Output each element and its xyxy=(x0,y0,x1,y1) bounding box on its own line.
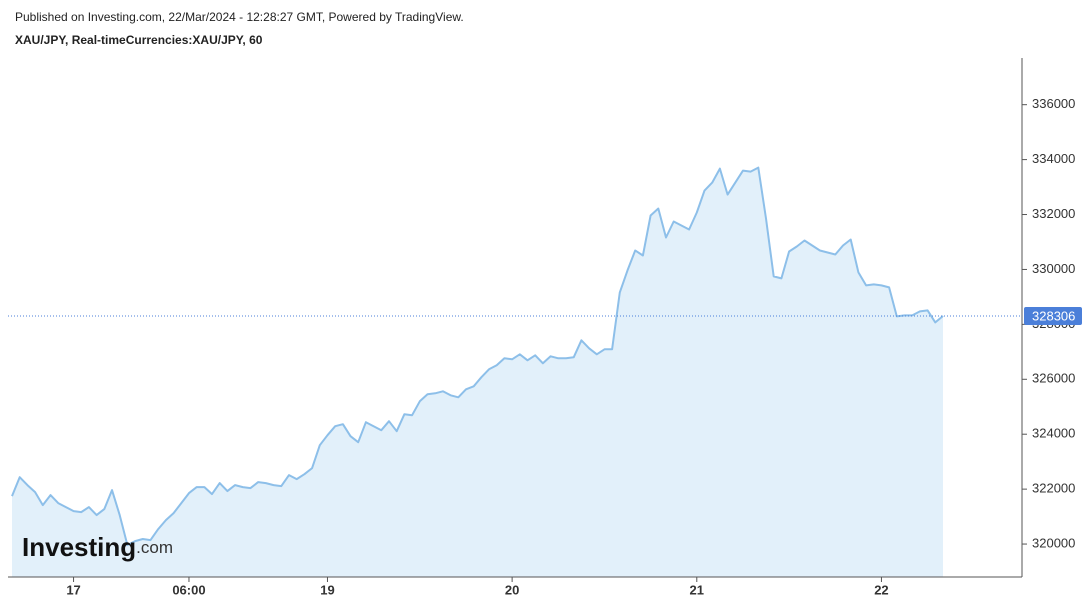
y-tick-label: 334000 xyxy=(1032,151,1075,166)
logo-suffix: .com xyxy=(136,538,173,557)
y-tick-label: 320000 xyxy=(1032,535,1075,550)
logo-brand: Investing xyxy=(22,532,136,562)
y-tick-label: 326000 xyxy=(1032,371,1075,386)
x-tick-label: 19 xyxy=(320,582,334,597)
published-note: Published on Investing.com, 22/Mar/2024 … xyxy=(15,10,464,24)
price-line xyxy=(11,166,944,546)
last-price-label: 328306 xyxy=(1032,308,1075,323)
y-tick-label: 324000 xyxy=(1032,426,1075,441)
x-tick-label: 06:00 xyxy=(172,582,205,597)
x-tick-label: 20 xyxy=(505,582,519,597)
x-tick-label: 17 xyxy=(66,582,80,597)
y-tick-label: 332000 xyxy=(1032,206,1075,221)
x-tick-label: 22 xyxy=(874,582,888,597)
area-fill xyxy=(12,167,943,577)
symbol-title: XAU/JPY, Real-timeCurrencies:XAU/JPY, 60 xyxy=(15,33,263,47)
x-tick-label: 21 xyxy=(690,582,704,597)
last-price-box xyxy=(1024,306,1082,325)
y-tick-label: 336000 xyxy=(1032,96,1075,111)
y-tick-label: 322000 xyxy=(1032,481,1075,496)
logo: Investing.com xyxy=(22,532,173,562)
y-tick-label: 330000 xyxy=(1032,261,1075,276)
